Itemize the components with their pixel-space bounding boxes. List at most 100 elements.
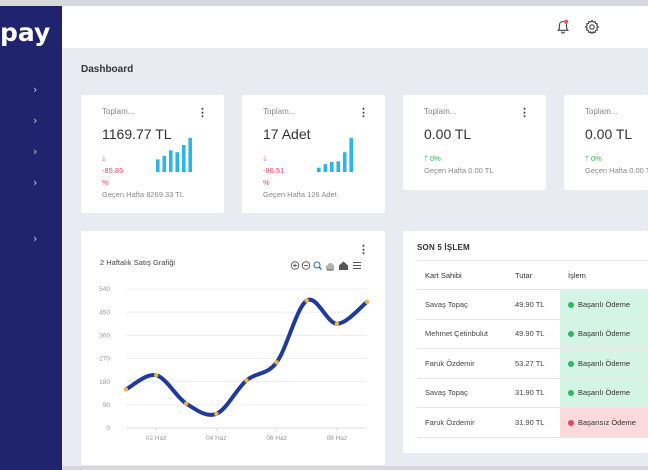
pan-hand-icon[interactable] [326,263,334,271]
home-icon[interactable] [339,261,348,271]
data-point[interactable] [334,321,340,326]
sidebar-chevron-icon[interactable]: › [33,176,38,189]
y-tick-label: 450 [99,309,110,316]
app-logo: pay [0,18,51,47]
kpi-value: 0.00 TL [424,126,472,142]
data-point[interactable] [274,360,279,365]
sales-line-chart: 0 90 180 270 360 450 540 02 Haz 04 Haz 06 Haz 08 H… [99,286,370,442]
y-tick-label: 270 [99,356,110,363]
kpi-sparkline [317,137,353,172]
status-label: Başarılı Ödeme [578,329,631,339]
more-vertical-icon[interactable]: ⋮ [358,244,369,256]
y-tick-label: 360 [99,333,110,340]
spark-bar [349,137,353,172]
table-row[interactable]: Faruk Özdemir 31.90 TL Başarısız Ödeme [417,407,648,438]
amount-cell: 49.90 TL [507,289,560,320]
more-vertical-icon[interactable]: ⋮ [358,107,369,119]
zoom-select-icon[interactable] [313,261,322,270]
spark-bar [162,155,167,172]
status-dot-icon [568,360,574,367]
status-cell: Başarılı Ödeme [560,289,648,320]
kpi-label: Toplam... [102,107,135,116]
kpi-card: Toplam... ⋮ 17 Adet 🡓 -86.51 % Geçen Haf… [242,95,385,213]
y-tick-label: 90 [103,402,111,409]
transactions-table: Kart Sahibi Tutar İşlem Savaş Topaç 49.90… [417,260,648,438]
more-vertical-icon[interactable]: ⋮ [519,107,530,119]
notification-badge [564,19,569,24]
page-title: Dashboard [81,64,134,75]
kpi-label: Toplam... [585,107,618,116]
sidebar-chevron-icon[interactable]: › [33,232,38,245]
data-point[interactable] [214,411,219,417]
status-dot-icon [568,301,574,308]
zoom-in-icon[interactable] [290,261,300,270]
spark-bar [336,161,341,172]
column-header: Kart Sahibi [417,260,507,290]
spark-bar [323,164,328,172]
spark-bar [168,150,173,172]
card-holder-cell: Mehmet Çetinbulut [417,319,507,349]
y-tick-label: 540 [99,286,110,293]
spark-bar [188,137,192,172]
status-dot-icon [568,331,574,338]
kpi-label: Toplam... [263,107,296,116]
y-tick-label: 180 [99,379,110,386]
kpi-card: Toplam... ⋮ 1169.77 TL 🡓 -85.85 % Geçen … [81,95,224,213]
amount-cell: 31.90 TL [507,378,560,408]
sales-chart-card: ⋮ 2 Haftalık Satış Grafiği 0 90 180 270 360 4… [81,231,385,465]
spark-bar [156,159,160,172]
window-top-edge [0,0,648,6]
data-point[interactable] [123,387,129,392]
status-cell: Başarılı Ödeme [560,378,648,408]
column-header: Tutar [507,260,560,290]
transactions-title: SON 5 İŞLEM [417,243,470,252]
bell-icon[interactable] [555,19,571,35]
moon-icon[interactable] [611,19,627,35]
y-tick-label: 0 [106,425,110,432]
x-tick-label: 08 Haz [327,435,348,442]
table-row[interactable]: Faruk Özdemir 53.27 TL Başarılı Ödeme [417,348,648,379]
kpi-value: 0.00 TL [585,126,633,142]
kpi-footer: Geçen Hafta 0.00 TL [585,166,648,175]
sidebar-chevron-icon[interactable]: › [33,114,38,127]
kpi-change: 🡑 0% [424,154,441,163]
kpi-change: 🡓 -86.51 % [263,153,293,189]
kpi-change: 🡓 -85.85 % [102,153,132,189]
spark-bar [181,145,186,172]
status-cell: Başarılı Ödeme [560,348,648,379]
spark-bar [175,152,180,172]
more-vertical-icon[interactable]: ⋮ [197,107,208,119]
amount-cell: 31.90 TL [507,407,560,438]
data-point[interactable] [304,298,309,303]
amount-cell: 49.90 TL [507,319,560,349]
status-dot-icon [568,390,574,397]
card-holder-cell: Faruk Özdemir [417,348,507,379]
data-point[interactable] [184,401,189,406]
arrow-up-icon: 🡑 [424,154,428,163]
table-row[interactable]: Savaş Topaç 49.90 TL Başarılı Ödeme [417,289,648,320]
data-point[interactable] [153,373,159,378]
kpi-label: Toplam... [424,107,457,116]
menu-icon[interactable] [353,261,361,270]
table-row[interactable]: Mehmet Çetinbulut 49.90 TL Başarılı Ödeme [417,319,648,349]
x-tick-label: 04 Haz [206,435,227,442]
kpi-value: 1169.77 TL [102,126,172,142]
zoom-out-icon[interactable] [301,261,311,270]
chart-title: 2 Haftalık Satış Grafiği [100,258,176,267]
data-point[interactable] [364,299,370,305]
status-cell: Başarısız Ödeme [560,407,648,438]
x-tick-label: 06 Haz [266,435,287,442]
arrow-down-icon: 🡓 [263,154,267,163]
status-label: Başarılı Ödeme [578,299,631,309]
gear-icon[interactable] [584,19,600,35]
kpi-card: Toplam... ⋮ 0.00 TL 🡑 0% Geçen Hafta 0.0… [403,95,546,190]
kpi-footer: Geçen Hafta 126 Adet [263,190,337,199]
top-header [62,6,648,48]
status-cell: Başarılı Ödeme [560,319,648,349]
sidebar-chevron-icon[interactable]: › [33,83,38,96]
table-row[interactable]: Savaş Topaç 31.90 TL Başarılı Ödeme [417,378,648,408]
data-point[interactable] [244,378,249,383]
sidebar-chevron-icon[interactable]: › [33,145,38,158]
card-holder-cell: Savaş Topaç [417,289,507,320]
spark-bar [342,152,347,172]
